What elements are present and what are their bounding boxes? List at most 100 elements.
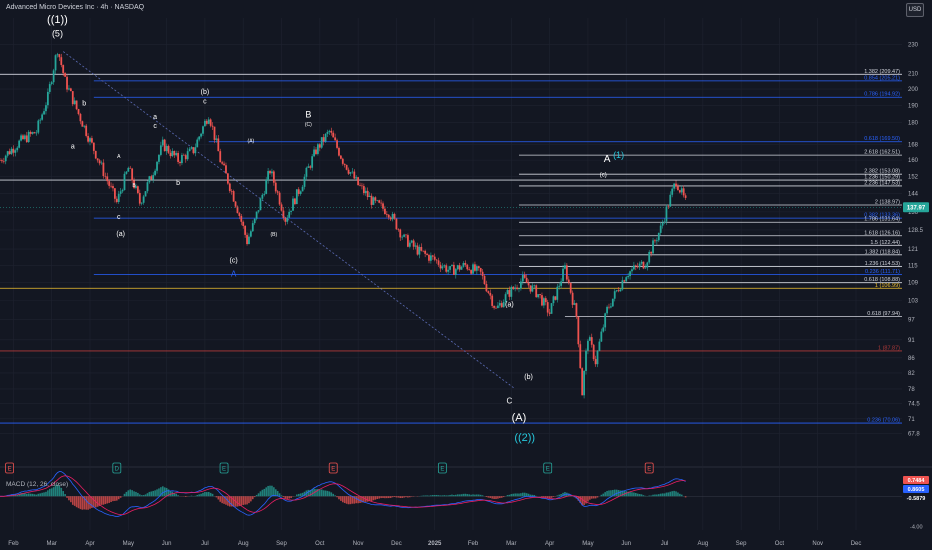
candle-body (89, 138, 91, 142)
candle-body (408, 242, 411, 247)
last-price-label: 137.97 (907, 205, 926, 211)
candle-body (376, 200, 379, 201)
macd-histogram-bar (525, 493, 528, 497)
candle-body (583, 370, 585, 396)
macd-histogram-bar (514, 493, 516, 497)
macd-indicator-label[interactable]: MACD (12, 26, close) (6, 481, 69, 488)
macd-histogram-bar (389, 496, 392, 498)
macd-histogram-bar (146, 493, 149, 497)
candle-body (506, 290, 509, 295)
macd-histogram-bar (602, 493, 605, 497)
wave-label: c (117, 214, 121, 221)
candle-body (368, 195, 371, 198)
candle-body (380, 202, 382, 204)
macd-histogram-bar (527, 493, 530, 497)
candle-body (198, 136, 201, 140)
macd-histogram-bar (251, 496, 254, 500)
wave-label: ((1)) (47, 14, 68, 26)
macd-histogram-bar (439, 495, 442, 497)
macd-histogram-bar (405, 496, 407, 498)
macd-histogram-bar (274, 489, 277, 497)
candle-body (418, 246, 421, 255)
macd-histogram-bar (495, 496, 497, 500)
macd-histogram-bar (221, 496, 223, 504)
macd-histogram-bar (303, 491, 306, 497)
macd-histogram-bar (246, 496, 248, 505)
macd-value-label: 0.8605 (908, 487, 925, 493)
x-tick-label: 2025 (428, 541, 442, 547)
candle-body (617, 290, 620, 292)
candle-body (587, 340, 589, 351)
candle-body (292, 198, 294, 211)
candle-body (387, 214, 390, 218)
macd-histogram-bar (403, 496, 405, 498)
macd-histogram-bar (627, 491, 629, 497)
candle-body (491, 295, 494, 306)
macd-histogram-bar (311, 489, 313, 497)
candle-body (98, 160, 101, 164)
fib-level-label: 0.236 (70.06) (867, 418, 900, 424)
candle-body (479, 268, 482, 272)
currency-button[interactable]: USD (906, 3, 924, 17)
macd-histogram-bar (263, 488, 266, 497)
candle-body (16, 147, 19, 151)
macd-histogram-bar (144, 494, 147, 497)
macd-histogram-bar (196, 495, 199, 497)
macd-histogram-bar (296, 494, 298, 497)
chart-title[interactable]: Advanced Micro Devices Inc · 4h · NASDAQ (6, 4, 145, 11)
macd-histogram-bar (265, 487, 267, 497)
macd-histogram-bar (380, 496, 382, 499)
macd-histogram-bar (288, 496, 290, 499)
macd-histogram-bar (60, 487, 63, 497)
macd-histogram-bar (207, 491, 210, 497)
candle-body (343, 163, 346, 165)
candle-body (428, 254, 430, 261)
macd-histogram-bar (148, 491, 151, 497)
macd-histogram-bar (269, 485, 271, 497)
macd-histogram-bar (397, 496, 400, 498)
candle-body (276, 191, 279, 193)
candle-body (315, 149, 317, 154)
candle-body (634, 265, 637, 267)
macd-histogram-bar (64, 494, 66, 497)
candle-body (523, 274, 526, 278)
macd-histogram-bar (462, 493, 465, 497)
macd-histogram-bar (202, 492, 204, 497)
x-tick-label: May (582, 541, 593, 547)
macd-histogram-bar (541, 496, 543, 498)
candle-body (207, 119, 210, 124)
candle-body (338, 147, 340, 156)
candle-body (221, 162, 224, 164)
macd-histogram-bar (167, 489, 170, 497)
candle-body (27, 131, 30, 143)
macd-histogram-bar (35, 494, 38, 497)
macd-histogram-bar (393, 496, 396, 498)
macd-histogram-bar (479, 494, 482, 497)
candle-body (585, 350, 587, 371)
macd-histogram-bar (522, 492, 524, 497)
macd-histogram-bar (548, 496, 551, 499)
macd-histogram-bar (600, 494, 603, 497)
macd-histogram-bar (190, 495, 193, 497)
macd-histogram-bar (135, 491, 137, 497)
candle-body (567, 279, 570, 283)
fib-level-label: 1.382 (118.84) (865, 249, 901, 255)
wave-label: A (604, 154, 611, 165)
candle-body (37, 120, 40, 133)
x-tick-label: Nov (353, 541, 364, 547)
macd-histogram-bar (510, 494, 513, 497)
macd-histogram-bar (338, 496, 340, 500)
candle-body (650, 251, 653, 254)
macd-histogram-bar (485, 496, 488, 498)
macd-histogram-bar (229, 496, 231, 507)
macd-histogram-bar (336, 496, 338, 498)
y-tick-label: 230 (908, 43, 919, 49)
candle-body (449, 266, 451, 270)
macd-histogram-bar (679, 493, 681, 497)
macd-histogram-bar (424, 495, 426, 497)
candle-body (184, 155, 187, 160)
macd-histogram-bar (278, 493, 281, 497)
macd-histogram-bar (56, 484, 59, 497)
candle-body (20, 135, 22, 141)
